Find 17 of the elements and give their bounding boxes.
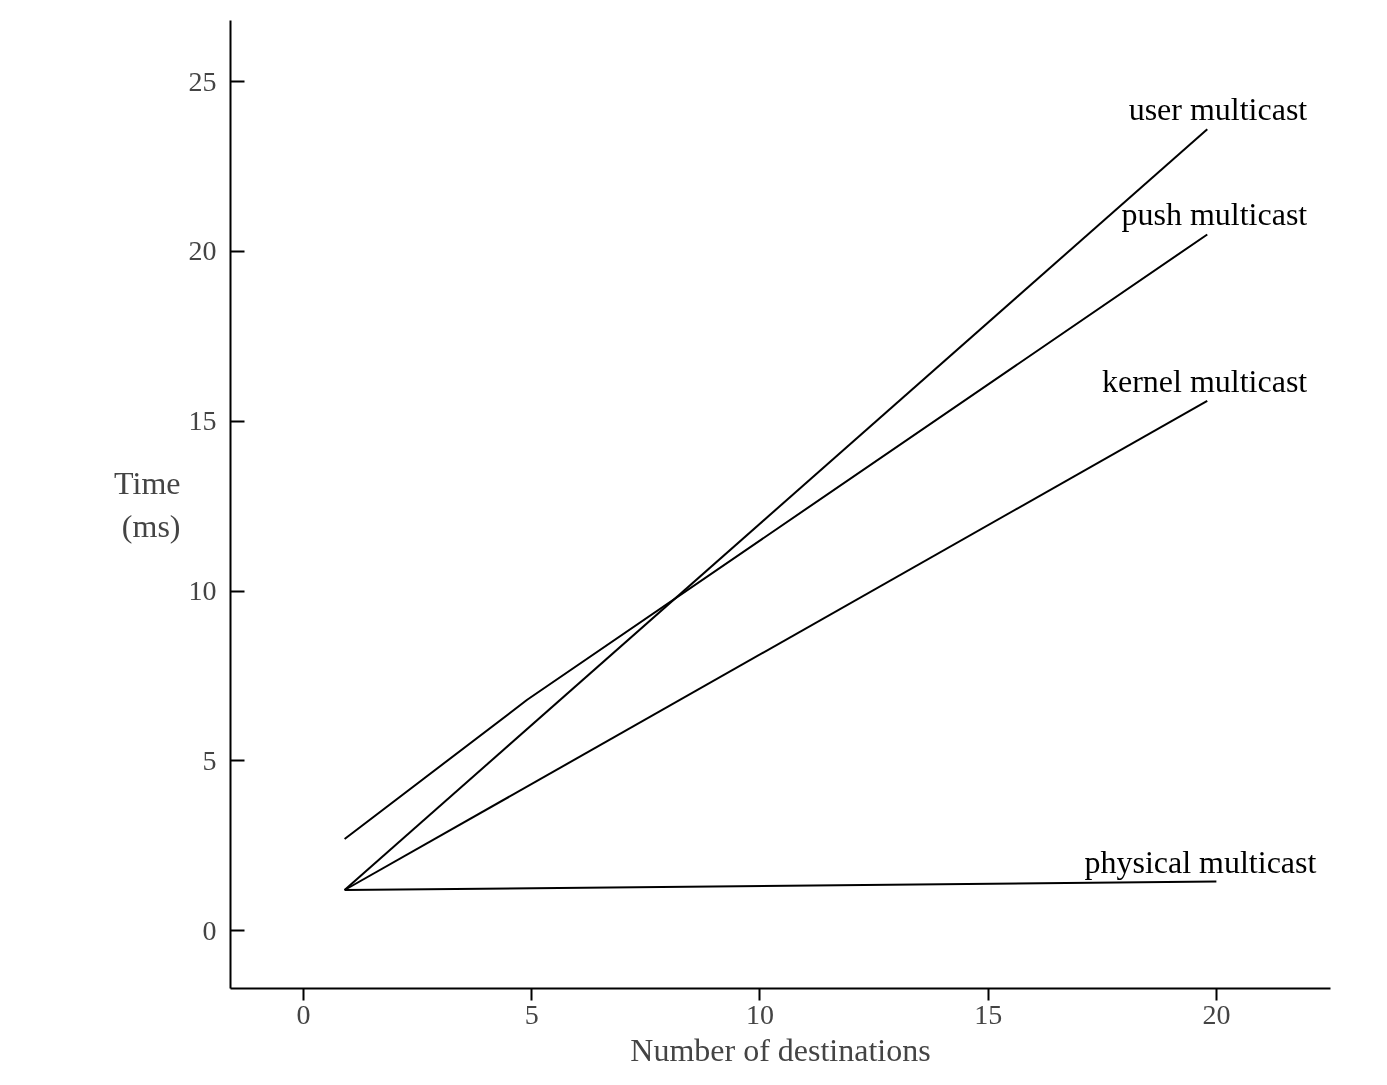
y-tick-label: 15: [188, 405, 217, 437]
series-label: push multicast: [1121, 196, 1308, 233]
x-tick-label: 10: [745, 998, 774, 1030]
x-tick-label: 20: [1202, 998, 1231, 1030]
y-tick-label: 0: [202, 914, 217, 946]
y-tick-label: 25: [188, 65, 217, 97]
series-label: kernel multicast: [1102, 362, 1308, 399]
x-axis-title: Number of destinations: [630, 1031, 931, 1068]
y-tick-label: 10: [188, 575, 217, 607]
y-tick-label: 5: [202, 744, 217, 776]
x-tick-label: 15: [974, 998, 1003, 1030]
x-tick-label: 5: [524, 998, 539, 1030]
y-tick-label: 20: [188, 235, 217, 267]
x-tick-label: 0: [296, 998, 311, 1030]
y-axis-title: Time (ms): [114, 464, 181, 545]
series-label: user multicast: [1128, 91, 1308, 128]
series-label: physical multicast: [1084, 843, 1317, 880]
